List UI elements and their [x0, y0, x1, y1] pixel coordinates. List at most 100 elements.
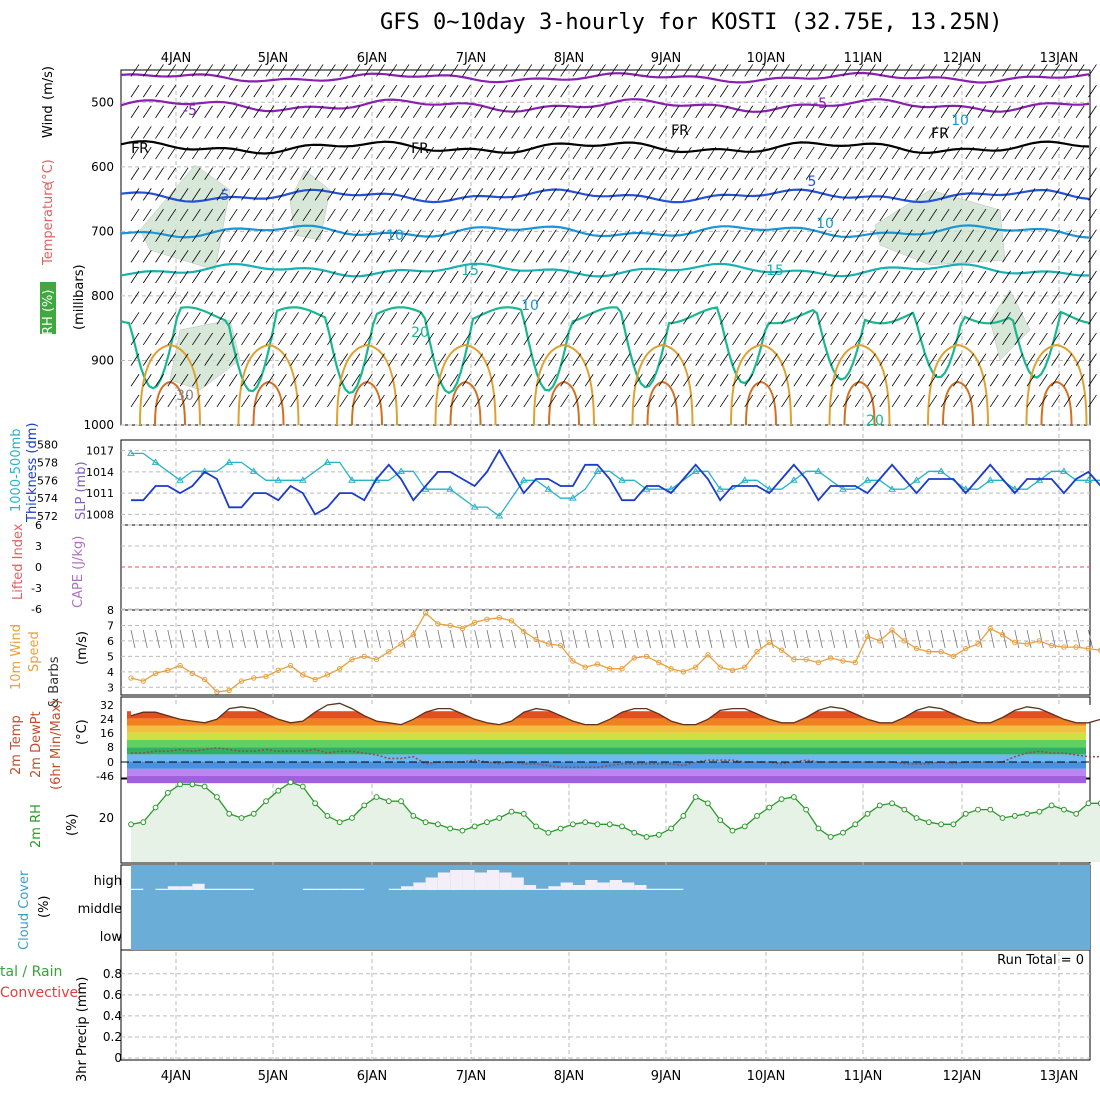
- wind-barb: [977, 312, 987, 325]
- wind-barb: [854, 208, 864, 222]
- wind-barb: [437, 374, 447, 387]
- wind-barb: [167, 208, 177, 222]
- warm-isotherm: [533, 343, 595, 426]
- wind-barb: [179, 229, 189, 242]
- wind-barb: [523, 394, 533, 408]
- wind-barb: [707, 291, 717, 304]
- wind-barb: [449, 291, 459, 304]
- wind-barb: [265, 394, 275, 408]
- wind-barb: [449, 208, 459, 222]
- temperature-color-band: [127, 747, 1086, 755]
- wind-barb: [793, 312, 803, 325]
- thickness-marker: [814, 467, 823, 474]
- wind-barb: [511, 332, 520, 346]
- wind-barb: [339, 291, 349, 304]
- wind-barb: [830, 332, 840, 346]
- wind-barb: [449, 270, 459, 284]
- rh-marker: [410, 813, 417, 819]
- wind-barb: [425, 312, 434, 325]
- rh-marker: [913, 815, 920, 821]
- wind-barb: [1075, 229, 1085, 242]
- wind-barb: [1014, 270, 1024, 284]
- wind-speed-marker: [521, 628, 527, 635]
- wind-barb: [535, 353, 545, 366]
- wind-barb: [241, 208, 250, 222]
- wind-speed-marker: [226, 687, 232, 694]
- wind-speed-marker: [754, 649, 760, 655]
- dewpoint-axis-label: 2m DewPt: [29, 711, 44, 778]
- wind-barb: [683, 229, 692, 242]
- rh-marker: [938, 821, 945, 828]
- wind-barb: [1026, 146, 1036, 160]
- high-cloud-bar: [486, 870, 500, 890]
- lifted-index-tick-label: -6: [31, 603, 42, 616]
- wind-barb: [462, 126, 471, 139]
- wind-speed-marker: [791, 656, 797, 663]
- rh-marker: [299, 783, 306, 790]
- wind-barb: [609, 270, 619, 284]
- wind-barb: [977, 229, 987, 242]
- high-cloud-bar: [462, 870, 475, 890]
- wind-barb: [879, 208, 889, 222]
- high-cloud-bar: [548, 886, 561, 890]
- wind-barb: [142, 270, 152, 284]
- wind-barb: [916, 394, 925, 408]
- wind-barb: [891, 208, 901, 222]
- wind-barb: [241, 146, 250, 160]
- rh-marker: [336, 819, 343, 826]
- wind-barb: [498, 167, 508, 180]
- wind-barb: [462, 312, 471, 325]
- wind-barb: [1075, 270, 1085, 284]
- wind-barb: [658, 167, 668, 180]
- thickness-marker: [544, 485, 553, 492]
- temperature-color-band: [127, 754, 1086, 762]
- surface-wind-barb: [953, 629, 958, 649]
- wind-barb: [584, 167, 594, 180]
- wind-barb: [928, 291, 938, 304]
- wind-barb: [412, 208, 422, 222]
- wind-barb: [265, 126, 275, 139]
- wind-barb: [1026, 250, 1036, 263]
- wind-barb: [597, 291, 606, 304]
- wind-barb: [768, 84, 778, 98]
- wind-barb: [167, 353, 177, 366]
- wind-barb: [903, 332, 913, 346]
- wind-barb: [192, 332, 201, 346]
- wind-barb: [425, 126, 434, 139]
- wind-barb: [597, 374, 606, 387]
- wind-barb: [621, 146, 631, 160]
- temp-tick-label: 8: [107, 741, 114, 754]
- rh-marker: [152, 804, 159, 811]
- wind-barb: [818, 188, 827, 201]
- wind-barb: [621, 353, 631, 366]
- wind-barb: [351, 188, 361, 201]
- wind-barb: [1026, 105, 1036, 118]
- pressure-tick-label: 500: [91, 95, 114, 109]
- lifted-index-tick-label: 6: [35, 519, 42, 532]
- wind-barb: [695, 394, 704, 408]
- wind-barb: [1026, 126, 1036, 139]
- wind-barb: [584, 126, 594, 139]
- wind-barb: [339, 126, 349, 139]
- wind-barb: [1063, 105, 1073, 118]
- warm-isotherm: [646, 380, 679, 426]
- wind-barb: [989, 188, 999, 201]
- wind-barb: [732, 312, 741, 325]
- wind-barb: [670, 374, 680, 387]
- wind-barb: [449, 312, 459, 325]
- wind-barb: [953, 126, 962, 139]
- wind-speed-marker: [557, 642, 564, 649]
- wind-barb: [744, 105, 754, 118]
- contour-label: 20: [411, 325, 429, 341]
- thickness-marker: [397, 467, 405, 474]
- wind-tick-label: 4: [107, 666, 114, 679]
- wind-barb: [302, 105, 312, 118]
- wind-barb: [498, 374, 508, 387]
- wind-barb: [1063, 270, 1073, 284]
- wind-speed-marker: [778, 647, 785, 653]
- wind-barb: [1026, 332, 1036, 346]
- contour-label: 15: [461, 263, 479, 279]
- wind-barb: [1088, 250, 1097, 263]
- wind-barb: [1014, 291, 1024, 304]
- wind-barb: [560, 208, 569, 222]
